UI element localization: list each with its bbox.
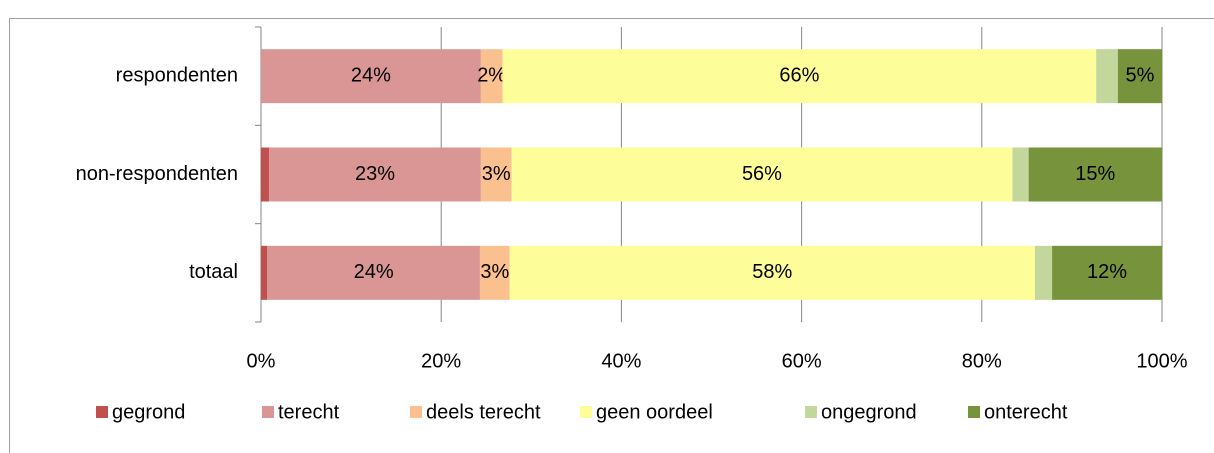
- x-tick-label: 60%: [782, 350, 822, 372]
- bar-segment: [261, 147, 270, 202]
- bar-segment: [1117, 49, 1162, 104]
- legend-swatch: [805, 406, 817, 418]
- bar-segment: [267, 245, 480, 300]
- legend-swatch: [410, 406, 422, 418]
- data-label: 3%: [482, 163, 511, 185]
- bar-segment: [261, 49, 481, 104]
- bar-segment: [511, 147, 1013, 202]
- legend-label: deels terecht: [426, 401, 541, 423]
- data-label: 24%: [354, 261, 394, 283]
- legend-label: onterecht: [984, 401, 1068, 423]
- x-tick-label: 40%: [601, 350, 641, 372]
- legend-swatch: [96, 406, 108, 418]
- category-label: non-respondenten: [76, 163, 238, 185]
- bar-segment: [1034, 245, 1053, 300]
- bar-segment: [1012, 147, 1029, 202]
- data-label: 5%: [1125, 64, 1154, 86]
- data-label: 58%: [752, 261, 792, 283]
- bar-segment: [1028, 147, 1162, 202]
- legend-label: geen oordeel: [596, 401, 713, 423]
- x-tick-label: 0%: [247, 350, 276, 372]
- data-label: 56%: [742, 163, 782, 185]
- data-label: 2%: [477, 64, 506, 86]
- bar-segment: [502, 49, 1097, 104]
- x-tick-label: 20%: [421, 350, 461, 372]
- bar-segment: [261, 245, 268, 300]
- data-label: 12%: [1087, 261, 1127, 283]
- x-tick-label: 80%: [962, 350, 1002, 372]
- data-label: 66%: [779, 64, 819, 86]
- bar-segment: [509, 245, 1035, 300]
- bar-segment: [269, 147, 481, 202]
- category-label: totaal: [189, 261, 238, 283]
- category-label: respondenten: [116, 64, 238, 86]
- data-label: 23%: [355, 163, 395, 185]
- data-label: 15%: [1075, 163, 1115, 185]
- legend-swatch: [262, 406, 274, 418]
- bar-segment: [480, 147, 512, 202]
- bar-segment: [1052, 245, 1162, 300]
- legend-swatch: [580, 406, 592, 418]
- data-label: 3%: [480, 261, 509, 283]
- bar-segment: [479, 245, 510, 300]
- legend-swatch: [968, 406, 980, 418]
- bar-segment: [480, 49, 503, 104]
- legend-label: ongegrond: [821, 401, 917, 423]
- legend-label: gegrond: [112, 401, 185, 423]
- data-label: 24%: [351, 64, 391, 86]
- legend-label: terecht: [278, 401, 340, 423]
- x-tick-label: 100%: [1136, 350, 1187, 372]
- bar-segment: [1096, 49, 1118, 104]
